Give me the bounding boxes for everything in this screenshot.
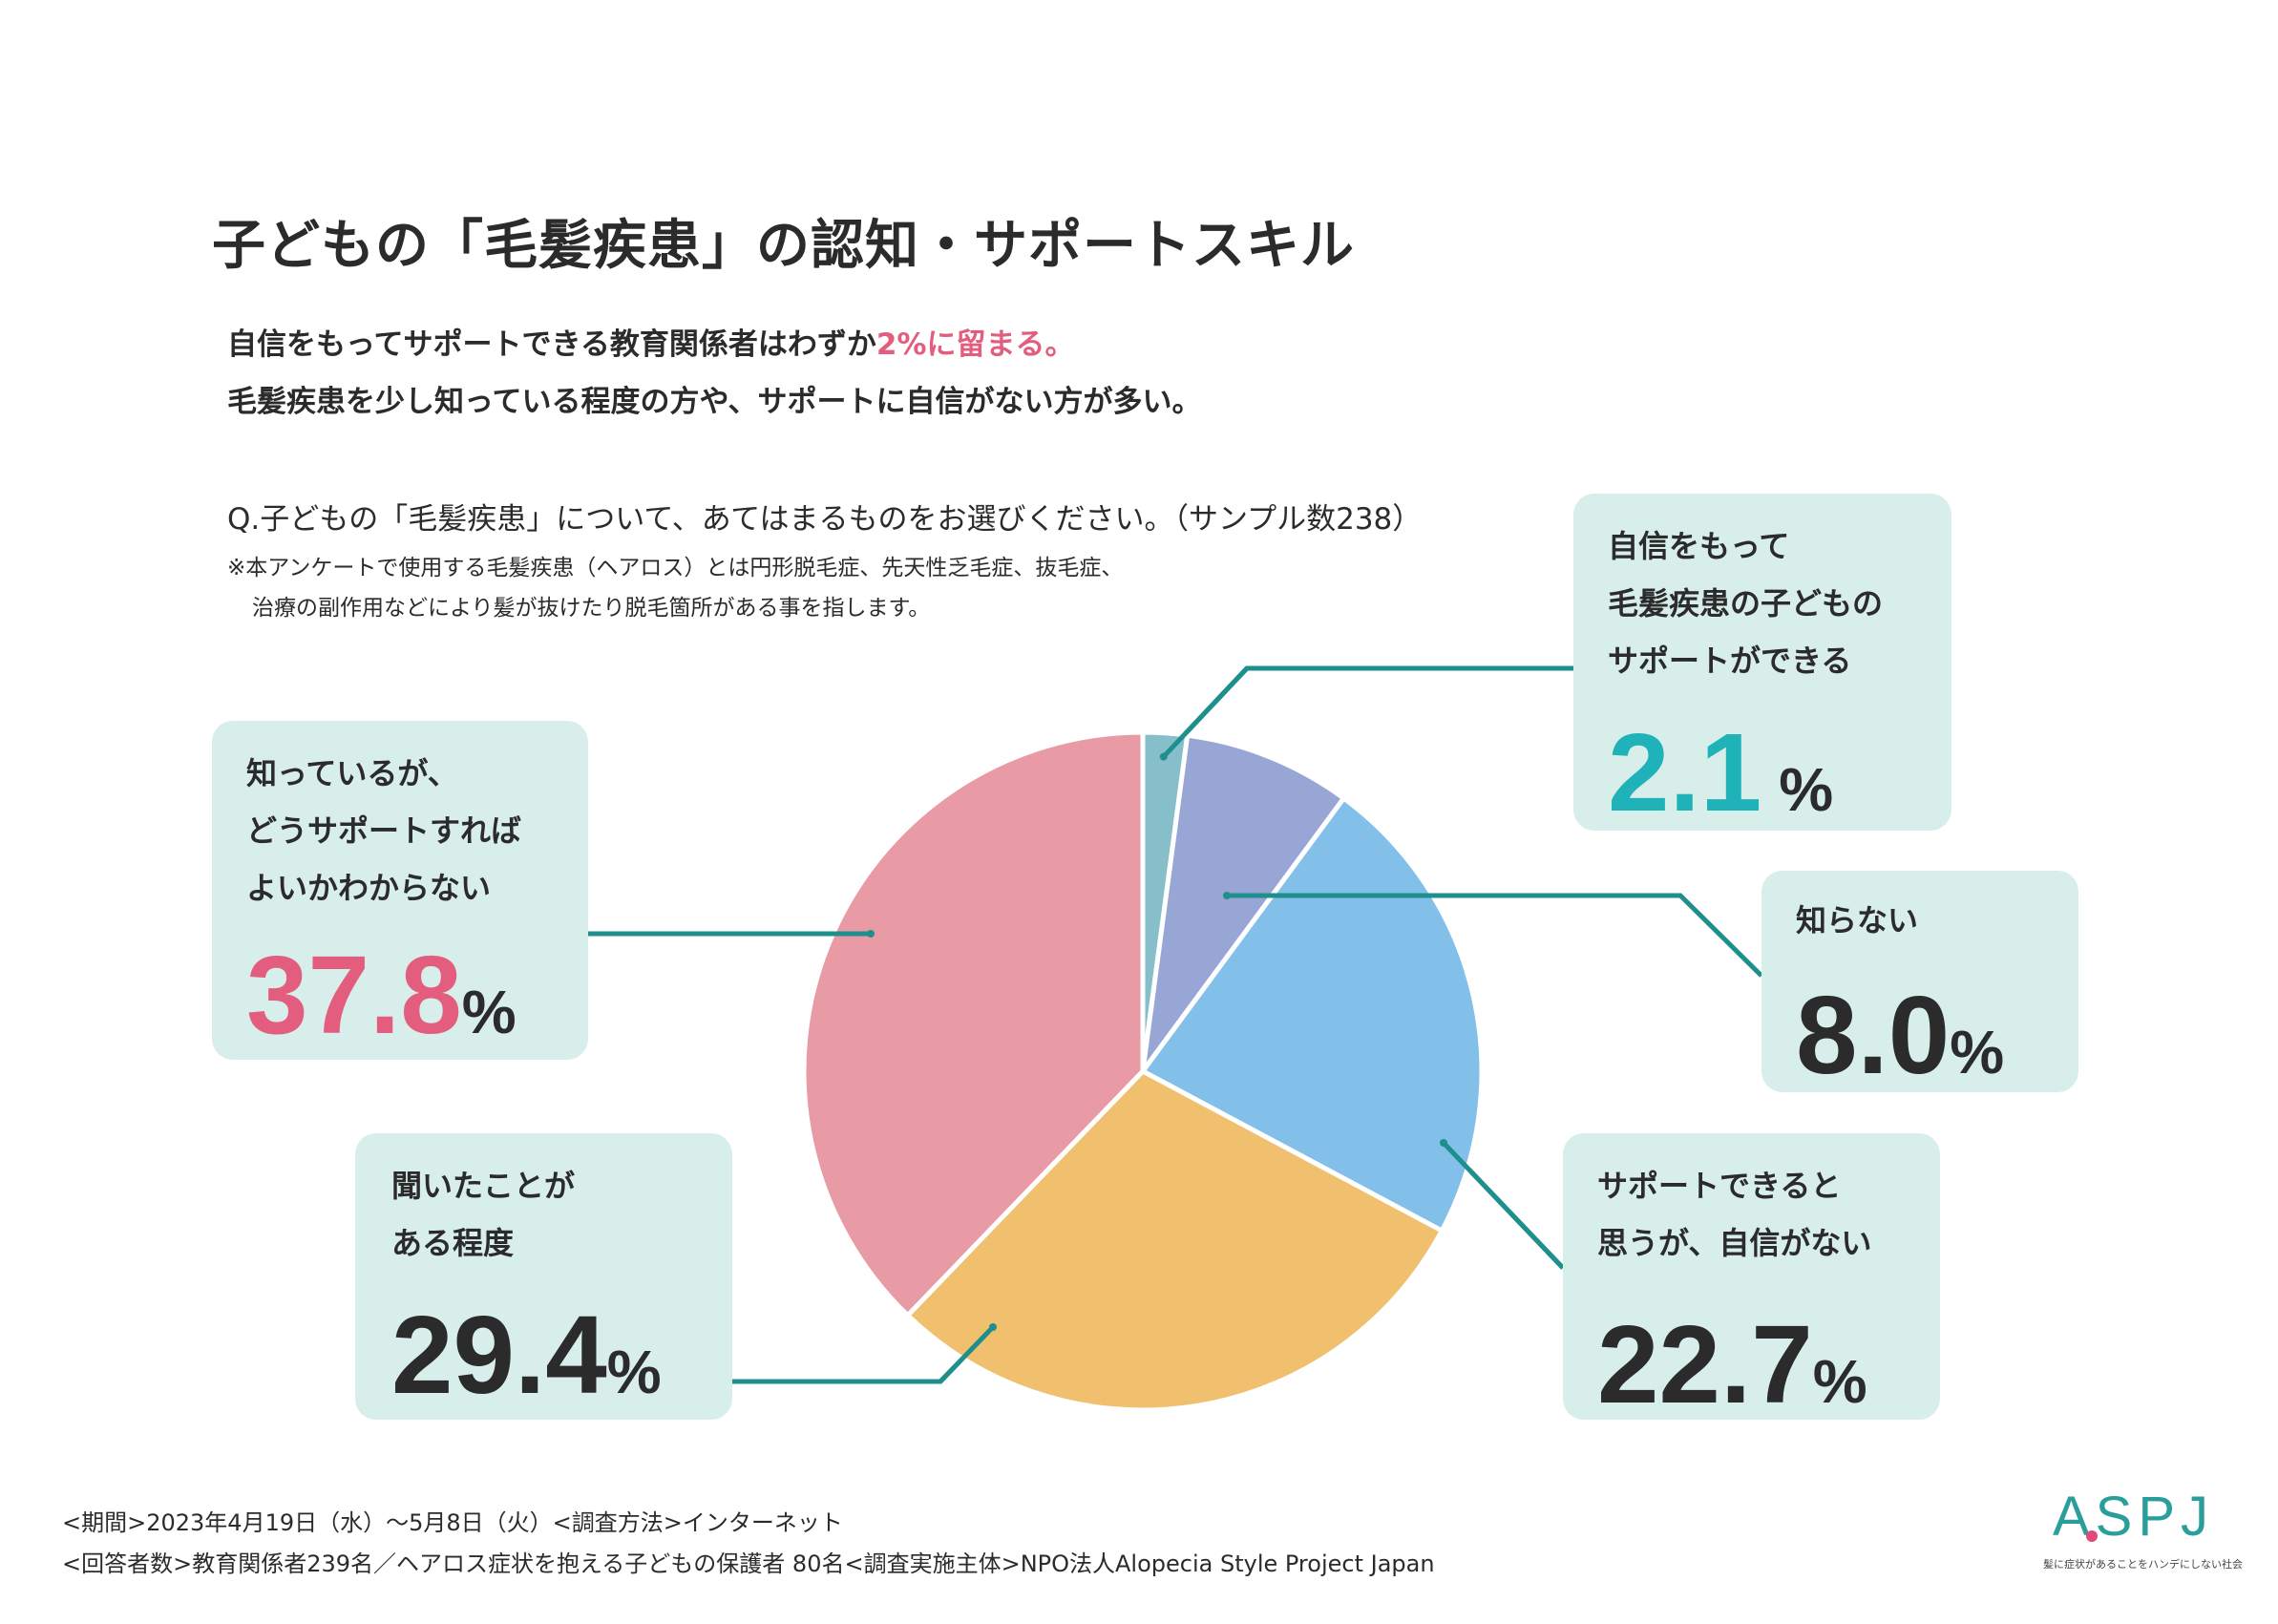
label-box-heard-of: 聞いたことが ある程度 29.4% [355, 1133, 732, 1420]
survey-question: Q.子どもの「毛髪疾患」について、あてはまるものをお選びください。（サンプル数2… [227, 502, 1423, 537]
aspj-logo: ASPJ 髪に症状があることをハンデにしない社会 [2034, 1485, 2243, 1571]
label-box-confident: 自信をもって 毛髪疾患の子どもの サポートができる 2.1% [1573, 494, 1951, 834]
pie-slice-unknown [1140, 732, 1347, 1073]
note-line-2: 治療の副作用などにより髪が抜けたり脱毛箇所がある事を指します。 [252, 596, 931, 621]
logo-wordmark: ASPJ [2053, 1486, 2215, 1548]
slice-label: 自信をもって 毛髪疾患の子どもの サポートができる [1608, 528, 1884, 679]
pie-slice-know-but-unsure [801, 729, 1146, 1319]
slice-label: 知らない [1796, 902, 1919, 939]
lead-highlight: 2%に留まる。 [875, 327, 1075, 362]
pie-slice-not-confident [1139, 794, 1485, 1234]
leader-inner-confident [1161, 666, 1249, 759]
slice-label: 知っているが、 どうサポートすれば よいかわからない [246, 755, 522, 906]
pie-slice-heard-of [904, 1067, 1445, 1413]
footer-respondents: <回答者数>教育関係者239名／ヘアロス症状を抱える子どもの保護者 80名<調査… [62, 1550, 1435, 1577]
slice-value: 29.4% [391, 1293, 662, 1417]
label-box-not-confident: サポートできると 思うが、自信がない 22.7% [1563, 1133, 1940, 1426]
footer-period: <期間>2023年4月19日（水）～5月8日（火）<調査方法>インターネット [62, 1509, 843, 1536]
leader-inner-not-confident [1442, 1141, 1565, 1270]
page-title: 子どもの「毛髪疾患」の認知・サポートスキル [212, 215, 1355, 277]
logo-dot-icon [2086, 1530, 2098, 1542]
note-line-1: ※本アンケートで使用する毛髪疾患（ヘアロス）とは円形脱毛症、先天性乏毛症、抜毛症… [227, 556, 1124, 580]
leader-inner-heard-of [939, 1325, 995, 1383]
slice-label: 聞いたことが ある程度 [391, 1168, 576, 1261]
slice-value: 22.7% [1597, 1302, 1867, 1426]
logo-tagline: 髪に症状があることをハンデにしない社会 [2043, 1558, 2243, 1571]
slice-value: 37.8% [246, 933, 517, 1057]
slice-value: 2.1% [1608, 710, 1834, 834]
lead-line-1: 自信をもってサポートできる教育関係者はわずか2%に留まる。 [227, 320, 1074, 363]
lead-text: 自信をもってサポートできる教育関係者はわずか [227, 327, 876, 362]
label-box-unknown: 知らない 8.0% [1761, 871, 2078, 1097]
lead-line-2: 毛髪疾患を少し知っている程度の方や、サポートに自信がない方が多い。 [227, 385, 1202, 419]
slice-value: 8.0% [1796, 973, 2005, 1097]
label-box-know-but-unsure: 知っているが、 どうサポートすれば よいかわからない 37.8% [212, 721, 588, 1060]
slice-label: サポートできると 思うが、自信がない [1597, 1168, 1872, 1261]
